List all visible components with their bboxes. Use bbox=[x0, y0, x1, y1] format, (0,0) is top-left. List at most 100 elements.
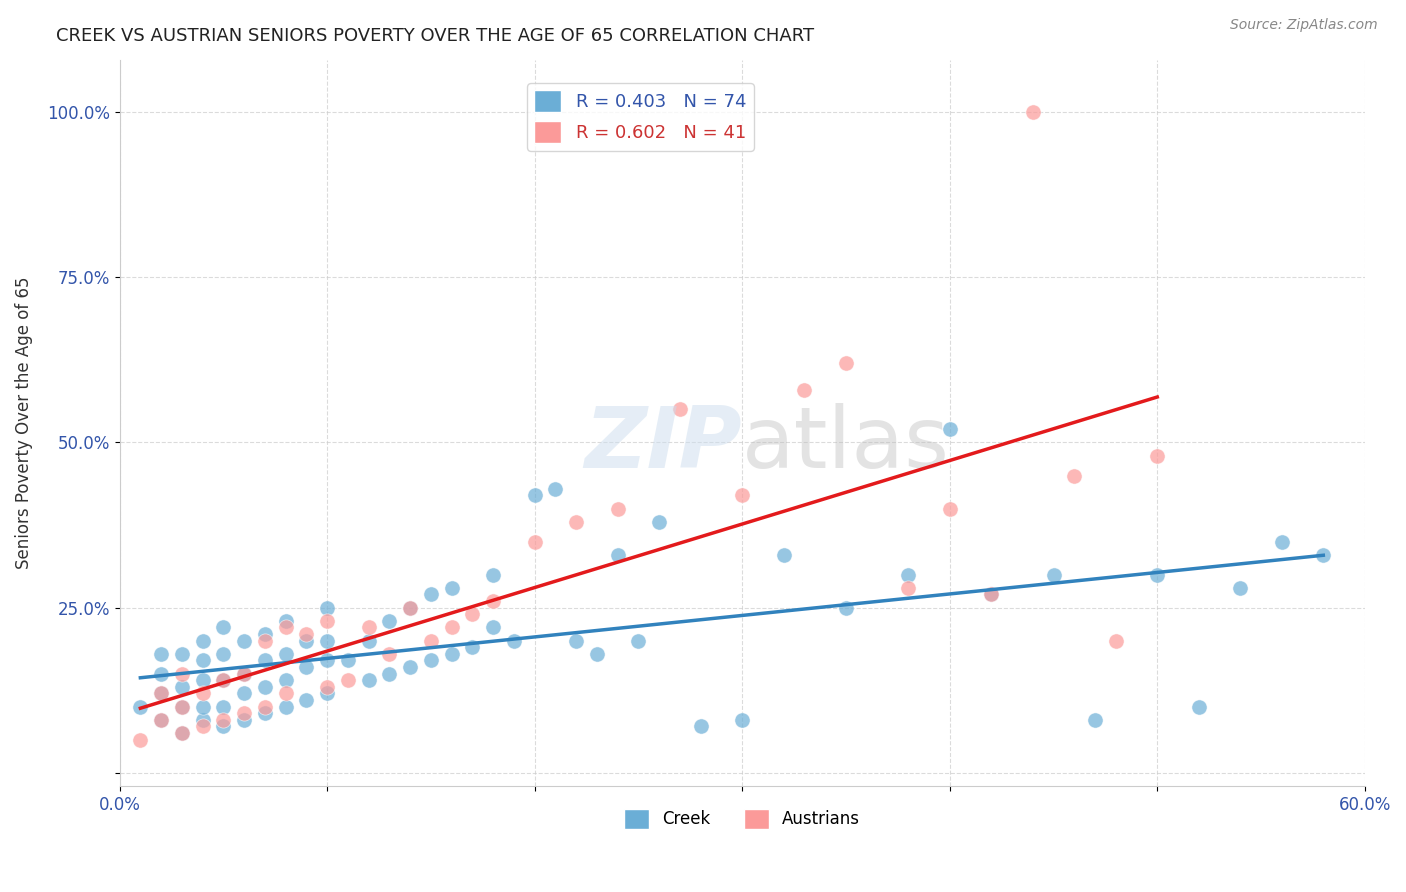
Point bbox=[440, 647, 463, 661]
Point bbox=[191, 686, 214, 700]
Point bbox=[316, 653, 339, 667]
Point bbox=[274, 699, 297, 714]
Point bbox=[586, 647, 609, 661]
Text: atlas: atlas bbox=[742, 403, 950, 486]
Point bbox=[731, 713, 754, 727]
Point bbox=[233, 686, 256, 700]
Point bbox=[316, 614, 339, 628]
Point bbox=[212, 620, 235, 634]
Point bbox=[419, 587, 441, 601]
Point bbox=[1229, 581, 1251, 595]
Point bbox=[1063, 468, 1085, 483]
Point bbox=[316, 680, 339, 694]
Point bbox=[129, 699, 152, 714]
Point bbox=[191, 653, 214, 667]
Point bbox=[191, 699, 214, 714]
Point bbox=[1105, 633, 1128, 648]
Point bbox=[938, 422, 960, 436]
Point bbox=[316, 633, 339, 648]
Point bbox=[980, 587, 1002, 601]
Point bbox=[274, 686, 297, 700]
Point bbox=[253, 706, 276, 721]
Point bbox=[170, 726, 193, 740]
Point bbox=[399, 660, 422, 674]
Point bbox=[274, 673, 297, 688]
Point bbox=[150, 713, 173, 727]
Point bbox=[606, 501, 628, 516]
Point bbox=[170, 726, 193, 740]
Point bbox=[212, 673, 235, 688]
Legend: Creek, Austrians: Creek, Austrians bbox=[617, 802, 868, 836]
Point bbox=[150, 647, 173, 661]
Point bbox=[482, 620, 505, 634]
Point bbox=[523, 488, 546, 502]
Point bbox=[565, 633, 588, 648]
Text: ZIP: ZIP bbox=[585, 403, 742, 486]
Point bbox=[274, 620, 297, 634]
Y-axis label: Seniors Poverty Over the Age of 65: Seniors Poverty Over the Age of 65 bbox=[15, 277, 32, 569]
Point bbox=[295, 660, 318, 674]
Point bbox=[440, 620, 463, 634]
Text: Source: ZipAtlas.com: Source: ZipAtlas.com bbox=[1230, 18, 1378, 32]
Point bbox=[378, 666, 401, 681]
Point bbox=[897, 581, 920, 595]
Point bbox=[938, 501, 960, 516]
Point bbox=[1271, 534, 1294, 549]
Point bbox=[212, 699, 235, 714]
Point bbox=[253, 699, 276, 714]
Point bbox=[461, 607, 484, 622]
Point bbox=[482, 594, 505, 608]
Point bbox=[378, 647, 401, 661]
Point bbox=[1146, 567, 1168, 582]
Point bbox=[440, 581, 463, 595]
Point bbox=[170, 699, 193, 714]
Point bbox=[793, 383, 815, 397]
Point bbox=[1042, 567, 1064, 582]
Point bbox=[274, 614, 297, 628]
Point bbox=[1188, 699, 1211, 714]
Point bbox=[233, 633, 256, 648]
Point bbox=[544, 482, 567, 496]
Point bbox=[129, 732, 152, 747]
Point bbox=[1084, 713, 1107, 727]
Point bbox=[503, 633, 526, 648]
Text: CREEK VS AUSTRIAN SENIORS POVERTY OVER THE AGE OF 65 CORRELATION CHART: CREEK VS AUSTRIAN SENIORS POVERTY OVER T… bbox=[56, 27, 814, 45]
Point bbox=[461, 640, 484, 655]
Point bbox=[316, 600, 339, 615]
Point bbox=[648, 515, 671, 529]
Point bbox=[212, 647, 235, 661]
Point bbox=[399, 600, 422, 615]
Point bbox=[1146, 449, 1168, 463]
Point bbox=[336, 653, 359, 667]
Point bbox=[191, 713, 214, 727]
Point bbox=[336, 673, 359, 688]
Point bbox=[523, 534, 546, 549]
Point bbox=[253, 653, 276, 667]
Point bbox=[772, 548, 794, 562]
Point bbox=[295, 693, 318, 707]
Point bbox=[150, 686, 173, 700]
Point bbox=[170, 647, 193, 661]
Point bbox=[295, 627, 318, 641]
Point bbox=[150, 713, 173, 727]
Point bbox=[212, 719, 235, 733]
Point bbox=[1312, 548, 1334, 562]
Point bbox=[606, 548, 628, 562]
Point bbox=[1022, 105, 1045, 120]
Point bbox=[835, 356, 858, 370]
Point bbox=[253, 680, 276, 694]
Point bbox=[419, 653, 441, 667]
Point bbox=[357, 673, 380, 688]
Point bbox=[835, 600, 858, 615]
Point bbox=[274, 647, 297, 661]
Point bbox=[399, 600, 422, 615]
Point bbox=[357, 633, 380, 648]
Point bbox=[253, 627, 276, 641]
Point bbox=[212, 713, 235, 727]
Point bbox=[253, 633, 276, 648]
Point bbox=[170, 680, 193, 694]
Point bbox=[150, 666, 173, 681]
Point bbox=[212, 673, 235, 688]
Point bbox=[357, 620, 380, 634]
Point bbox=[233, 706, 256, 721]
